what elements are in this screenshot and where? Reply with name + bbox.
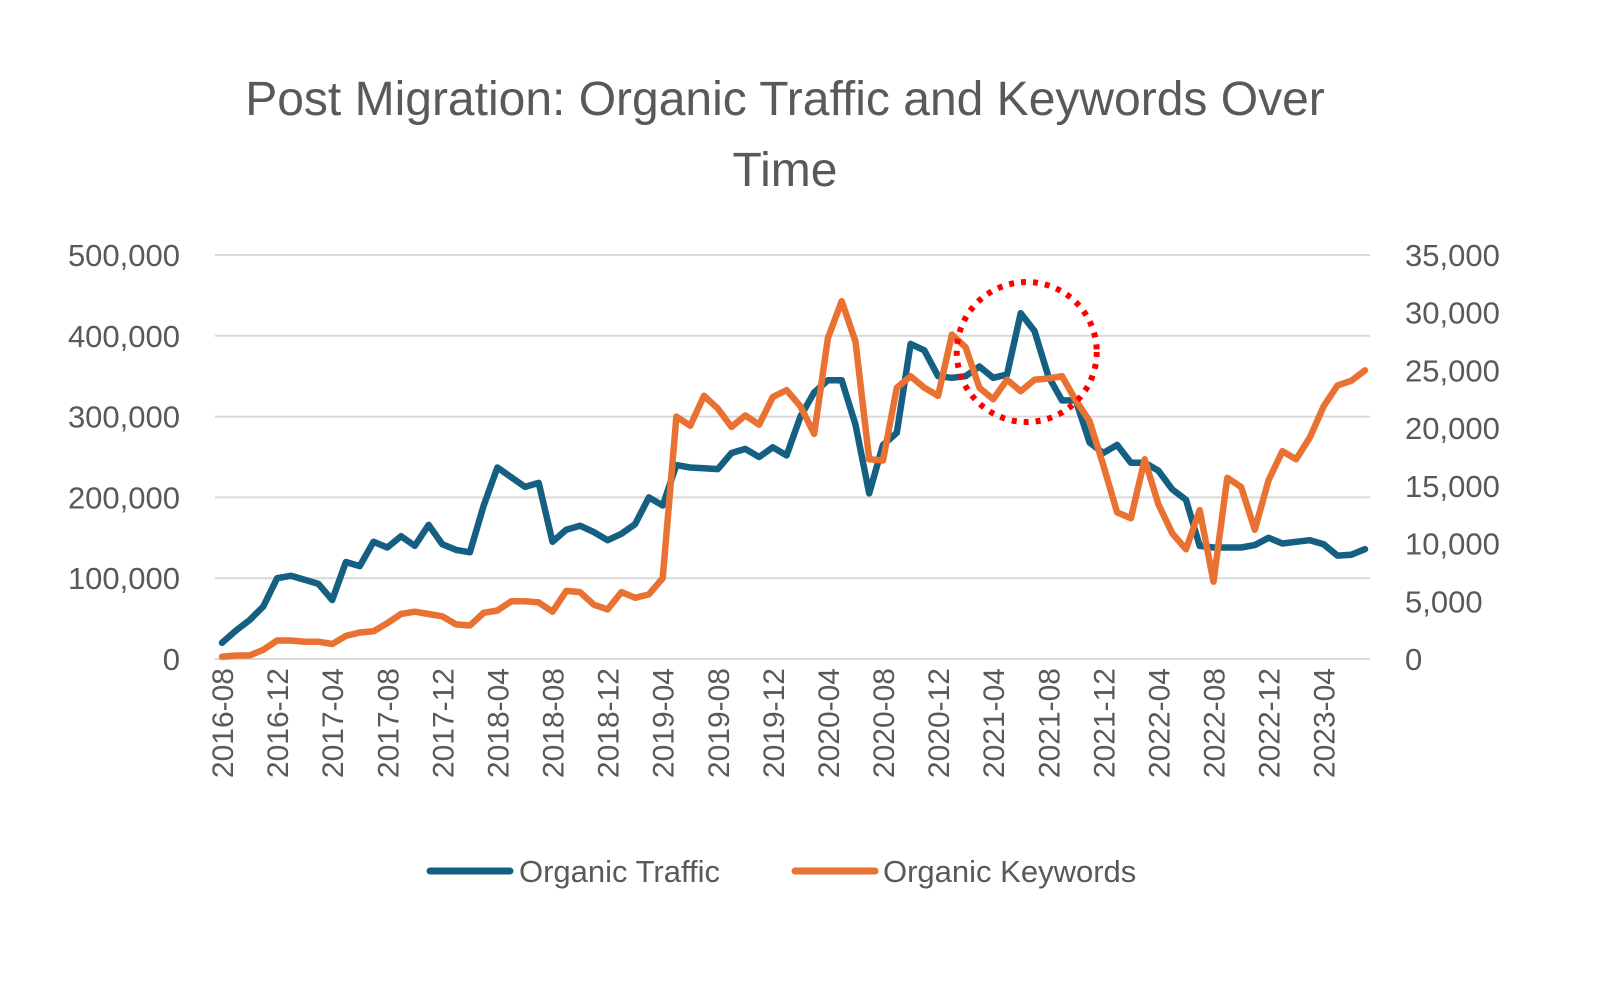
y-right-tick-label: 30,000 [1405,296,1500,331]
y-axis-left: 0 100,000 200,000 300,000 400,000 500,000 [68,238,180,677]
legend: Organic Traffic Organic Keywords [426,854,1136,889]
x-tick-label: 2017-12 [427,668,460,778]
series-lines [218,297,1369,660]
x-tick-label: 2019-08 [703,668,736,778]
x-tick-label: 2016-12 [262,668,295,778]
y-tick-label: 100,000 [68,561,180,596]
x-tick-label: 2016-08 [207,668,240,778]
x-tick-label: 2017-04 [317,668,350,778]
y-right-tick-label: 35,000 [1405,238,1500,273]
y-right-tick-label: 15,000 [1405,469,1500,504]
x-tick-label: 2018-08 [538,668,571,778]
legend-label: Organic Traffic [519,854,720,889]
x-axis: 2016-08 2016-12 2017-04 2017-08 2017-12 2018-… [207,668,1342,778]
x-tick-label: 2019-12 [758,668,791,778]
legend-label: Organic Keywords [883,854,1136,889]
series-line-organic-keywords [218,297,1369,660]
x-tick-label: 2021-12 [1088,668,1121,778]
y-tick-label: 400,000 [68,319,180,354]
x-tick-label: 2017-08 [372,668,405,778]
y-tick-label: 0 [163,642,180,677]
y-tick-label: 300,000 [68,400,180,435]
y-right-tick-label: 5,000 [1405,584,1483,619]
x-tick-label: 2018-04 [482,668,515,778]
annotation-dotted-circle [953,279,1100,425]
y-right-tick-label: 25,000 [1405,353,1500,388]
x-tick-label: 2022-04 [1143,668,1176,778]
x-tick-label: 2018-12 [593,668,626,778]
x-tick-label: 2020-12 [923,668,956,778]
chart-title-line-1: Post Migration: Organic Traffic and Keyw… [245,73,1325,126]
x-tick-label: 2023-04 [1309,668,1342,778]
y-right-tick-label: 10,000 [1405,527,1500,562]
x-tick-label: 2021-04 [978,668,1011,778]
x-tick-label: 2022-12 [1254,668,1287,778]
annotation [953,279,1100,425]
x-tick-label: 2020-04 [813,668,846,778]
x-tick-label: 2022-08 [1199,668,1232,778]
x-tick-label: 2021-08 [1033,668,1066,778]
y-right-tick-label: 20,000 [1405,411,1500,446]
y-tick-label: 200,000 [68,480,180,515]
series-line-organic-traffic [218,309,1369,647]
x-tick-label: 2020-08 [868,668,901,778]
y-tick-label: 500,000 [68,238,180,273]
x-tick-label: 2019-04 [648,668,681,778]
y-axis-right: 0 5,000 10,000 15,000 20,000 25,000 30,000 35,0… [1405,238,1500,677]
gridlines [215,254,1370,660]
chart-title-line-2: Time [733,144,838,197]
y-right-tick-label: 0 [1405,642,1422,677]
